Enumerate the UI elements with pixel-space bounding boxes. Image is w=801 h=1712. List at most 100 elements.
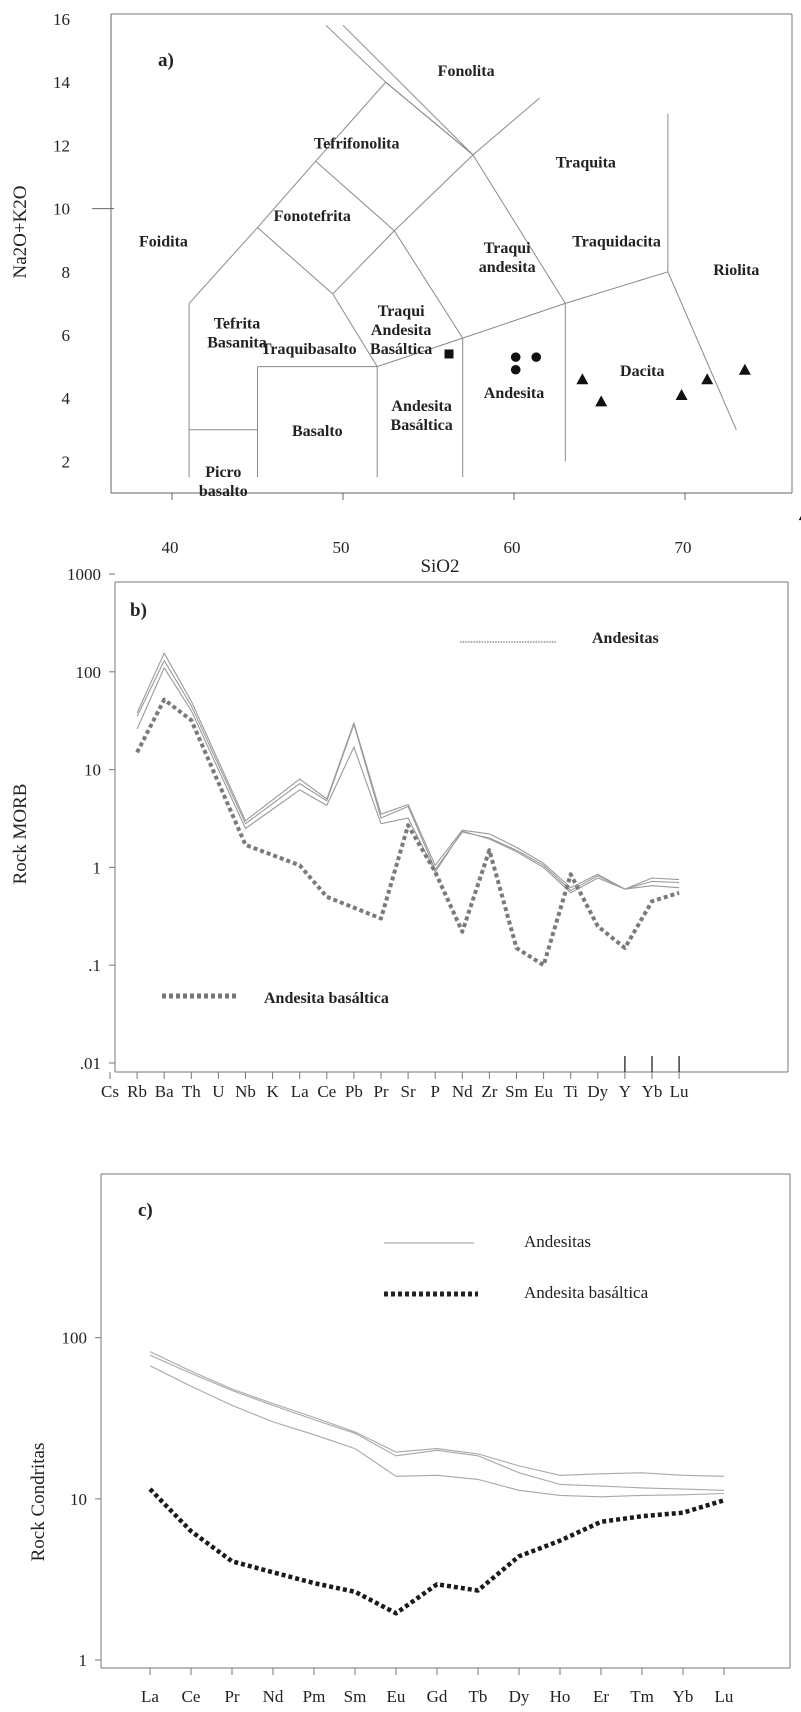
panel-a-samples [444, 349, 801, 521]
panel-a-frame [110, 13, 793, 494]
panel-a-field-label-fonolita: Fonolita [438, 63, 495, 80]
panel-a-y-tick-label-6: 6 [62, 326, 71, 345]
panel-c-y-axis-label: Rock Condritas [28, 1443, 49, 1562]
panel-c-x-tick-label-nd: Nd [263, 1687, 284, 1706]
panel-a-tas-diagram: 40 50 60 70 16 14 12 10 8 6 4 2 Fonolita Tefrifonoli… [10, 10, 801, 577]
panel-b-legend-basaltica-label: Andesita basáltica [264, 990, 389, 1007]
panel-c-frame [100, 1173, 791, 1669]
panel-a-field-label-basalto: Basalto [292, 423, 343, 440]
panel-a-boundary-18 [393, 154, 474, 232]
panel-a-field-label-traquidacita: Traquidacita [572, 234, 661, 251]
panel-a-triangle-point-1 [576, 373, 589, 385]
panel-b-x-tick-label-p: P [430, 1082, 439, 1101]
panel-b-ticks: Cs Rb Ba Th U Nb K La Ce Pb Pr Sr P Nd Zr Sm Eu Ti Dy Y Yb Lu… [67, 565, 689, 1101]
panel-a-triangle-point-4 [701, 373, 714, 385]
panel-a-triangle-point-5 [738, 363, 751, 375]
panel-c-y-tick-label-100: 100 [62, 1329, 88, 1348]
panel-b-x-tick-label-cs: Cs [101, 1082, 119, 1101]
panel-b-tag: b) [130, 600, 147, 621]
panel-a-field-label-riolita: Riolita [713, 262, 759, 279]
panel-a-tag: a) [158, 50, 174, 71]
panel-c-series-andesitas-1 [149, 1351, 725, 1477]
panel-a-triangle-point-3 [675, 389, 688, 401]
panel-a-x-tick-label-50: 50 [333, 538, 350, 557]
panel-a-circle-point-1 [510, 352, 521, 362]
panel-b-series-andesita-basaltica-4 [135, 697, 680, 968]
panel-b-x-tick-label-th: Th [182, 1082, 201, 1101]
panel-b-series [135, 652, 680, 968]
panel-b-x-tick-label-eu: Eu [534, 1082, 553, 1101]
panel-b-morb-spider-diagram: Cs Rb Ba Th U Nb K La Ce Pb Pr Sr P Nd Zr Sm Eu Ti Dy Y Yb Lu… [10, 565, 789, 1101]
panel-a-boundary-8 [462, 302, 566, 339]
panel-a-field-label-traquita: Traquita [556, 155, 616, 172]
panel-b-series-andesitas-3 [136, 667, 680, 894]
panel-c-x-tick-label-gd: Gd [427, 1687, 448, 1706]
panel-b-x-tick-label-yb: Yb [642, 1082, 663, 1101]
panel-c-x-tick-label-dy: Dy [509, 1687, 530, 1706]
panel-a-y-tick-label-14: 14 [53, 73, 71, 92]
panel-a-x-tick-label-60: 60 [504, 538, 521, 557]
panel-c-tag: c) [138, 1200, 153, 1221]
panel-b-y-tick-label-01: .01 [80, 1054, 101, 1073]
panel-a-y-tick-label-8: 8 [62, 263, 71, 282]
panel-c-x-tick-label-sm: Sm [344, 1687, 367, 1706]
panel-a-square-point-1 [444, 349, 454, 359]
panel-a-field-label-traquibasalto: Traquibasalto [261, 341, 357, 358]
panel-a-boundary-14 [257, 227, 334, 295]
panel-b-x-tick-label-lu: Lu [670, 1082, 689, 1101]
panel-a-x-tick-label-40: 40 [162, 538, 179, 557]
panel-b-y-tick-label-10: 10 [84, 761, 101, 780]
panel-c-legend-andesitas-label: Andesitas [524, 1232, 591, 1251]
panel-b-x-tick-label-ti: Ti [563, 1082, 578, 1101]
panel-b-series-andesitas-2 [136, 660, 680, 892]
panel-a-field-boundaries [92, 24, 737, 478]
panel-b-x-tick-label-nb: Nb [235, 1082, 256, 1101]
panel-b-x-tick-label-y: Y [619, 1082, 631, 1101]
panel-a-field-label-traqui-andesita-basaltica: Traqui Andesita Basáltica [370, 303, 432, 358]
panel-a-boundary-27 [393, 230, 464, 339]
panel-b-x-tick-label-sm: Sm [505, 1082, 528, 1101]
panel-b-x-tick-label-pr: Pr [373, 1082, 388, 1101]
panel-c-series-andesita-basaltica-4 [148, 1487, 725, 1616]
panel-a-field-label-andesita-basaltica: Andesita Basáltica [391, 398, 453, 434]
panel-a-field-label-tefrifonolita: Tefrifonolita [314, 136, 400, 153]
panel-a-boundary-22 [472, 97, 540, 156]
panel-c-x-tick-label-lu: Lu [715, 1687, 734, 1706]
panel-a-ticks: 40 50 60 70 16 14 12 10 8 6 4 2 [53, 10, 692, 557]
panel-b-x-tick-label-zr: Zr [481, 1082, 497, 1101]
panel-c-x-tick-label-pr: Pr [224, 1687, 239, 1706]
panel-c-legend-basaltica-label: Andesita basáltica [524, 1283, 649, 1302]
panel-b-x-tick-label-u: U [212, 1082, 224, 1101]
panel-b-x-tick-label-la: La [291, 1082, 309, 1101]
panel-c-x-tick-label-tm: Tm [630, 1687, 654, 1706]
panel-b-x-tick-label-k: K [266, 1082, 279, 1101]
panel-b-x-tick-label-sr: Sr [401, 1082, 416, 1101]
panel-b-frame [114, 581, 789, 1073]
panel-b-x-tick-label-nd: Nd [452, 1082, 473, 1101]
panel-b-legend-andesitas-label: Andesitas [592, 630, 659, 647]
panel-c-y-tick-label-10: 10 [70, 1490, 87, 1509]
panel-a-field-label-tefrita-basanita: Tefrita Basanita [207, 316, 267, 352]
panel-c-x-tick-label-tb: Tb [469, 1687, 488, 1706]
panel-b-x-tick-label-dy: Dy [587, 1082, 608, 1101]
panel-a-boundary-12 [667, 271, 737, 430]
panel-a-y-axis-label: Na2O+K2O [10, 185, 31, 278]
panel-c-series-andesitas-2 [149, 1354, 725, 1491]
panel-a-boundary-25 [342, 24, 474, 156]
panel-a-boundary-6 [377, 337, 463, 368]
panel-a-y-tick-label-4: 4 [62, 389, 71, 408]
panel-a-boundary-10 [565, 271, 669, 304]
panel-b-y-tick-label-1: 1 [93, 858, 102, 877]
panel-a-circle-point-3 [510, 364, 521, 375]
panel-a-field-label-fonotefrita: Fonotefrita [274, 208, 351, 225]
panel-c-x-tick-label-er: Er [593, 1687, 609, 1706]
panel-a-boundary-23 [325, 24, 387, 83]
panel-a-boundary-24 [385, 81, 474, 156]
panel-a-boundary-15 [332, 293, 378, 367]
panel-a-field-label-andesita: Andesita [484, 385, 544, 402]
panel-b-y-tick-label-1000: 1000 [67, 565, 101, 584]
panel-a-field-label-foidita: Foidita [139, 234, 188, 251]
panel-a-boundary-21 [472, 154, 566, 304]
